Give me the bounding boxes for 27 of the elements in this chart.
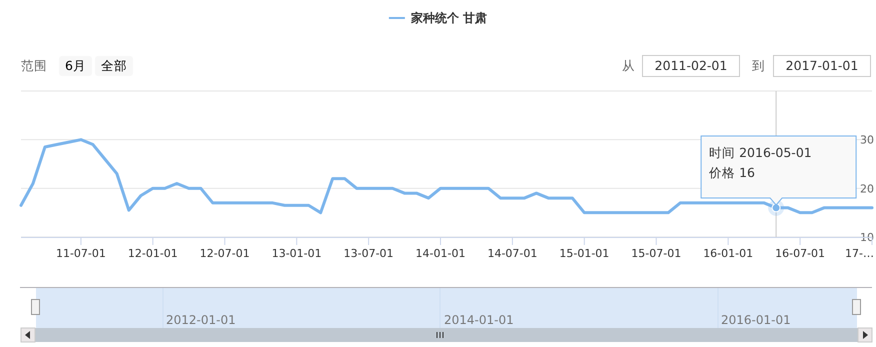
annotation: 时间 2016-05-01 (709, 145, 812, 160)
text: 2012-01-01 (166, 313, 236, 327)
x-tick-label: 15-01-01 (559, 247, 610, 260)
x-tick-label: 11-07-01 (56, 247, 106, 260)
text: 全部 (101, 58, 127, 73)
text: 从 (622, 58, 635, 73)
x-tick-label: 14-07-01 (487, 247, 538, 260)
text: 范围 (21, 58, 47, 73)
x-tick-label: 16-01-01 (703, 247, 754, 260)
x-tick-label: 12-01-01 (128, 247, 178, 260)
x-tick-label: 14-01-01 (416, 247, 466, 260)
y-tick-label: 20 (860, 182, 874, 196)
y-tick-label: 30 (860, 134, 874, 147)
text: 2016-01-01 (721, 313, 791, 327)
annotation: 价格 16 (708, 165, 756, 180)
x-tick-label: 12-07-01 (200, 247, 250, 260)
x-tick-label: 13-07-01 (344, 247, 394, 260)
text: 2017-01-01 (786, 58, 858, 73)
text: 2011-02-01 (654, 58, 728, 73)
x-tick-label: 17-… (845, 247, 874, 260)
x-tick-label: 13-01-01 (272, 247, 322, 260)
legend-label: 家种统个 甘肃 (410, 11, 488, 25)
x-tick-label: 16-07-01 (775, 247, 826, 260)
text: 6月 (65, 58, 86, 73)
text: 到 (752, 58, 765, 73)
x-tick-label: 15-07-01 (631, 247, 682, 260)
text: 2014-01-01 (444, 313, 514, 327)
